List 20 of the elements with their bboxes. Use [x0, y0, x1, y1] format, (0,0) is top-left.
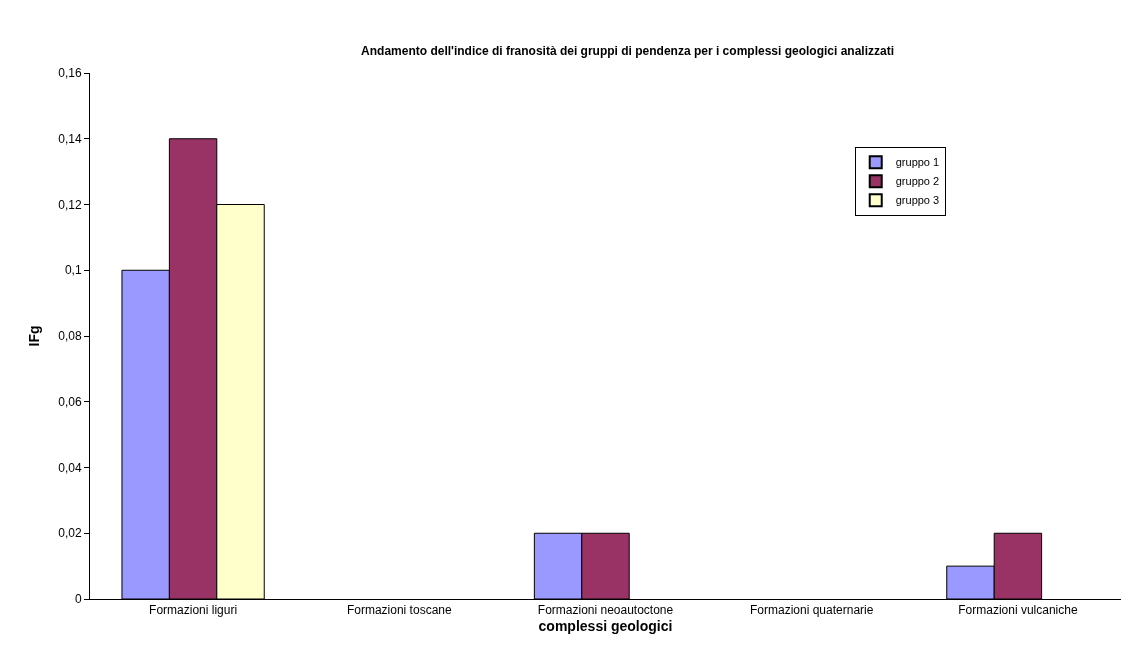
x-tick-label: Formazioni neoautoctone	[537, 603, 674, 618]
chart-title: Andamento dell'indice di franosità dei gruppi di pendenza per i complessi geologici analizzati	[361, 44, 895, 59]
y-tick-label: 0,1	[64, 263, 82, 278]
x-tick-label: Formazioni toscane	[346, 603, 452, 618]
y-tick-label: 0,12	[58, 197, 82, 212]
y-tick-label: 0,04	[58, 460, 82, 475]
y-tick-label: 0,16	[58, 66, 82, 81]
y-tick-label: 0	[74, 592, 82, 607]
y-tick-label: 0,08	[58, 329, 82, 344]
x-tick-label: Formazioni quaternarie	[750, 603, 874, 618]
x-axis-title: complessi geologici	[538, 617, 673, 634]
x-tick-label: Formazioni liguri	[149, 603, 238, 618]
legend-label: gruppo 3	[895, 194, 940, 207]
legend-label: gruppo 1	[895, 156, 940, 169]
legend-label: gruppo 2	[895, 175, 940, 188]
y-tick-label: 0,02	[58, 526, 82, 541]
x-tick-label: Formazioni vulcaniche	[958, 603, 1078, 618]
y-tick-label: 0,14	[58, 131, 82, 146]
y-tick-label: 0,06	[58, 394, 82, 409]
y-axis-title: IFg	[25, 325, 42, 347]
